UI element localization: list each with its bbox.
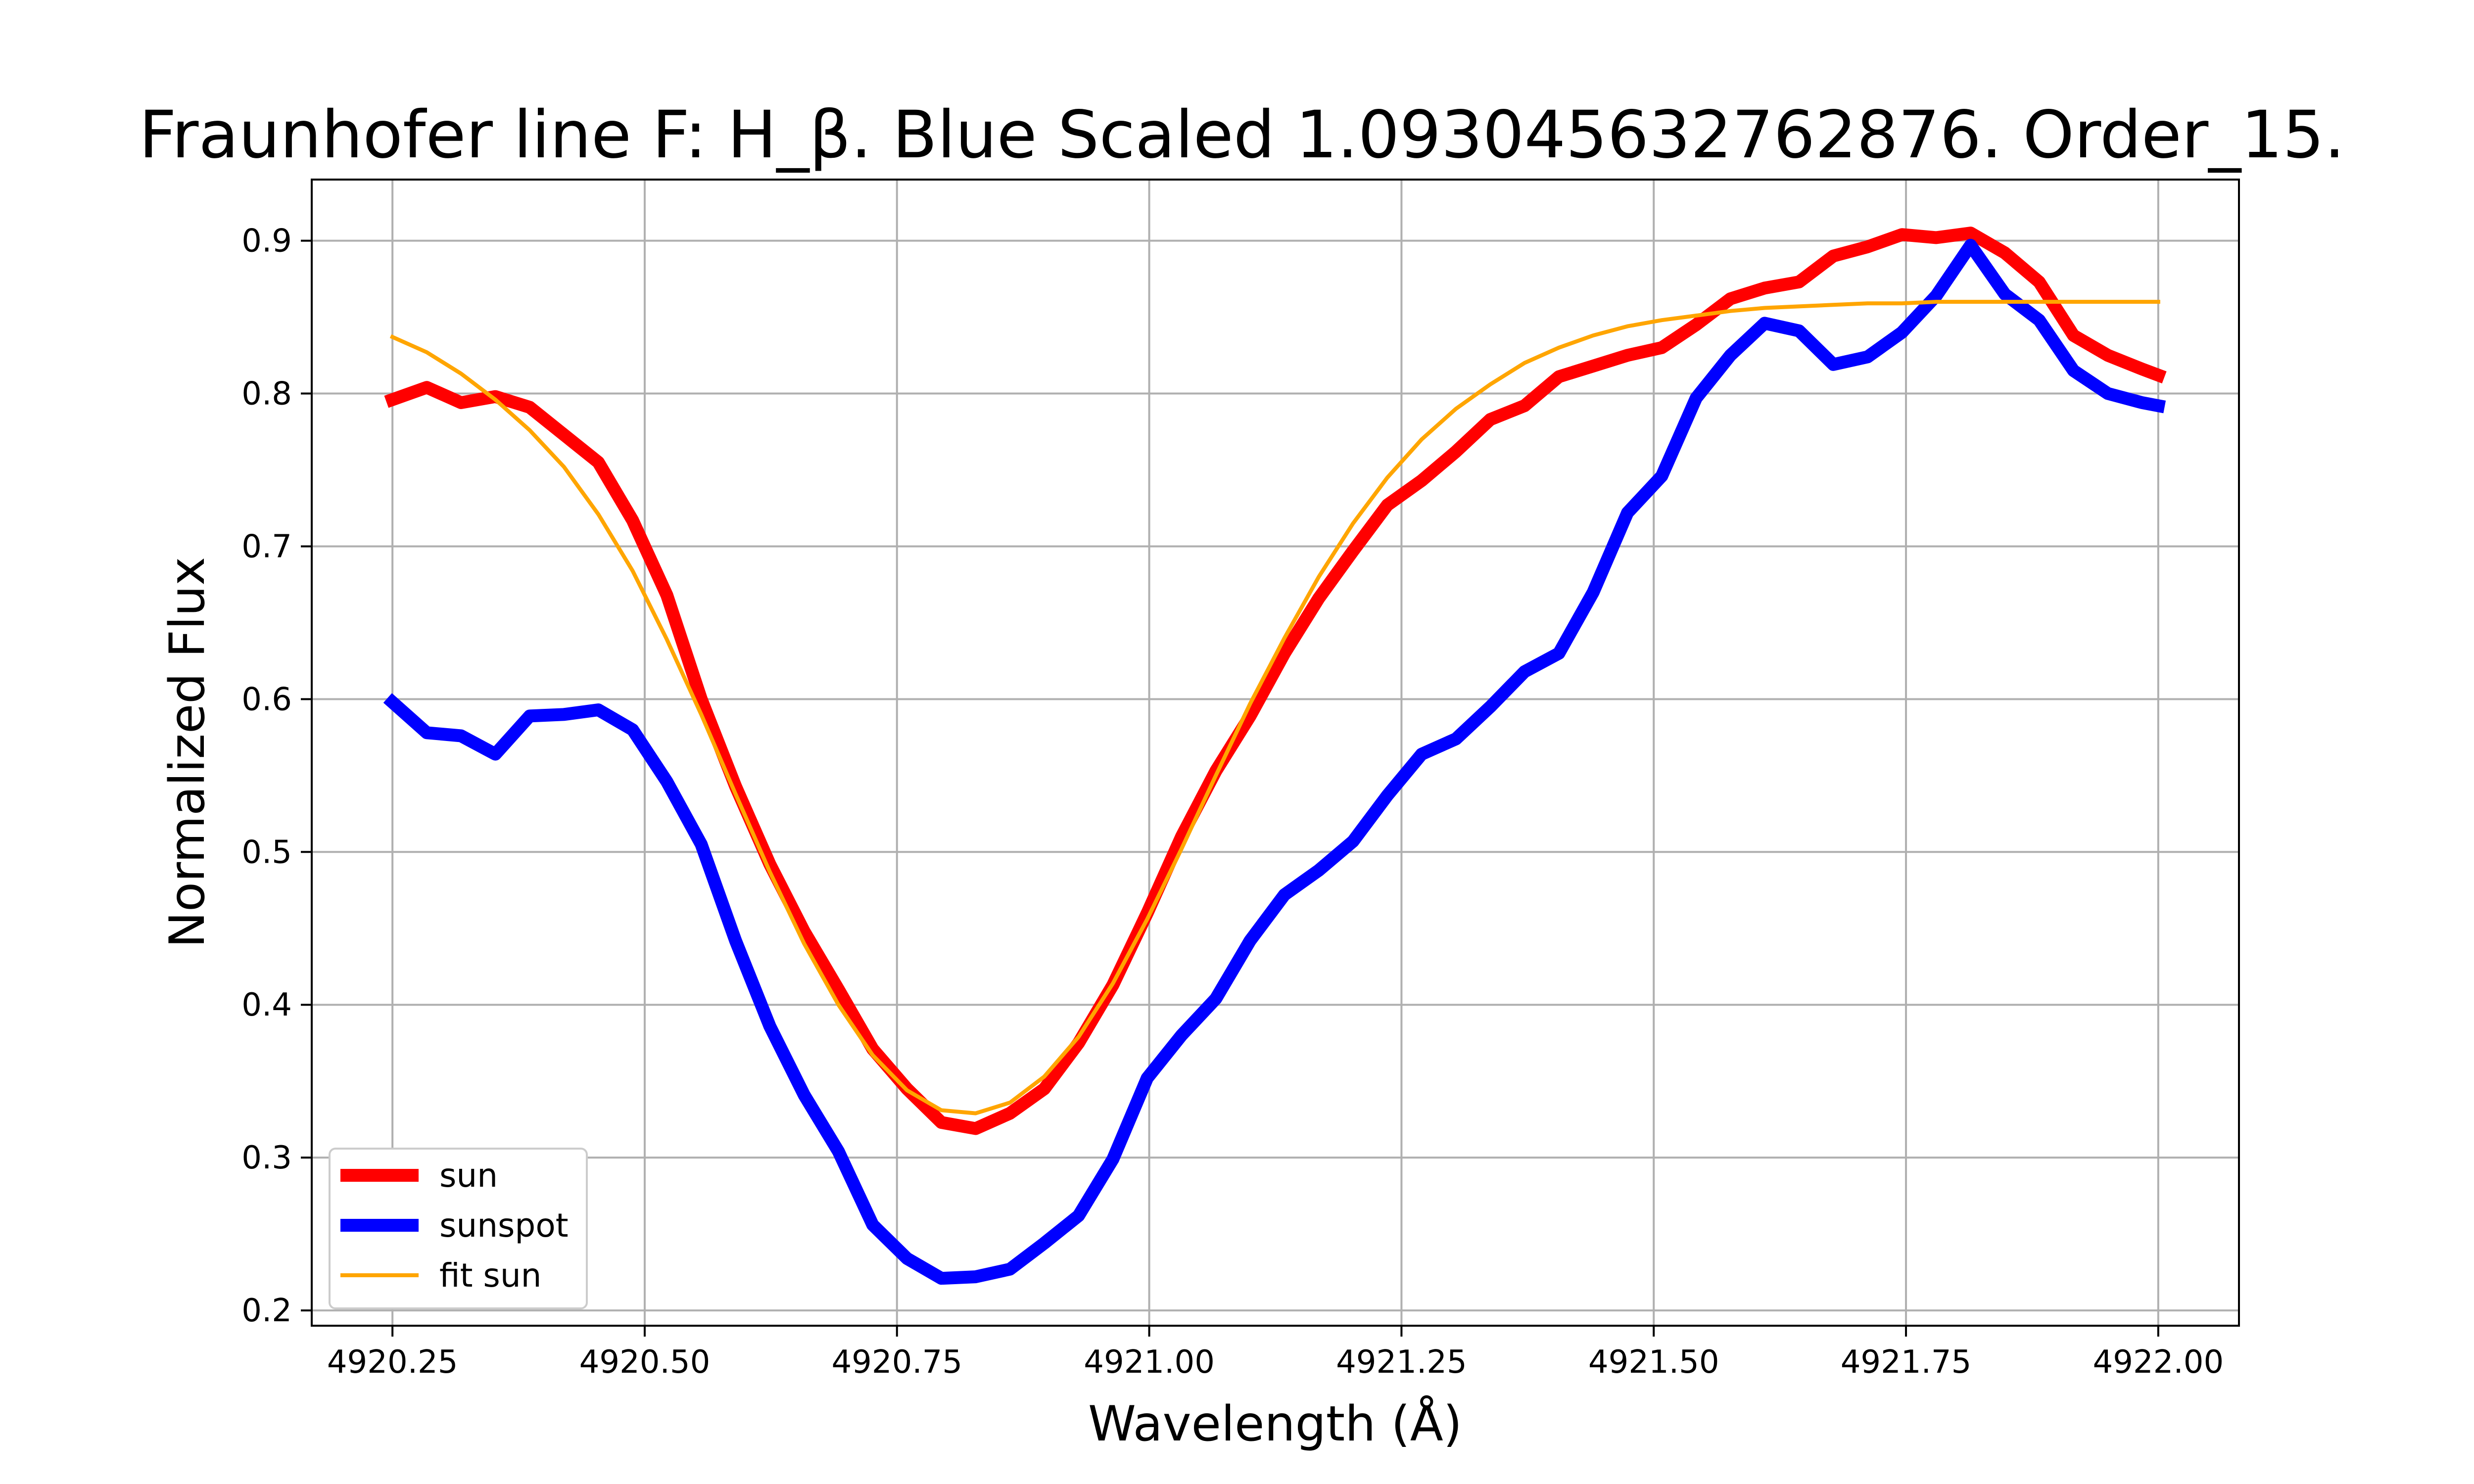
plot-frame: [311, 179, 2240, 1327]
legend: sun sunspot fit sun: [329, 1148, 588, 1309]
x-tick-label: 4921.75: [1841, 1344, 1972, 1381]
x-axis: 4920.25 4920.50 4920.75 4921.00 4921.25 4921.…: [327, 1326, 2224, 1381]
y-tick-label: 0.9: [241, 223, 292, 260]
y-tick-label: 0.4: [241, 987, 292, 1023]
y-tick-label: 0.8: [241, 376, 292, 413]
legend-label-sun: sun: [439, 1157, 498, 1195]
series-line-sunspot: [383, 238, 2166, 1285]
legend-label-fit-sun: fit sun: [439, 1256, 541, 1295]
x-tick-label: 4922.00: [2093, 1344, 2224, 1381]
x-tick-label: 4920.75: [831, 1344, 962, 1381]
x-tick-label: 4921.00: [1084, 1344, 1215, 1381]
series-line-sun: [384, 227, 2167, 1135]
series-line-fit-sun: [389, 300, 2160, 1115]
y-axis: 0.2 0.3 0.4 0.5 0.6 0.7 0.8 0.9: [241, 223, 312, 1329]
y-tick-label: 0.6: [241, 681, 292, 718]
y-tick-label: 0.2: [241, 1293, 292, 1329]
series-lines: [383, 227, 2167, 1285]
x-tick-label: 4920.50: [579, 1344, 711, 1381]
y-tick-label: 0.7: [241, 528, 292, 565]
y-axis-label: Normalized Flux: [159, 557, 216, 948]
x-tick-label: 4920.25: [327, 1344, 458, 1381]
x-tick-label: 4921.50: [1588, 1344, 1719, 1381]
legend-box: [329, 1148, 588, 1309]
y-tick-label: 0.3: [241, 1140, 292, 1176]
chart-title: Fraunhofer line F: H_β. Blue Scaled 1.09…: [139, 97, 2345, 173]
legend-label-sunspot: sunspot: [439, 1206, 569, 1245]
x-axis-label: Wavelength (Å): [1088, 1395, 1462, 1452]
x-tick-label: 4921.25: [1336, 1344, 1467, 1381]
y-tick-label: 0.5: [241, 834, 292, 871]
